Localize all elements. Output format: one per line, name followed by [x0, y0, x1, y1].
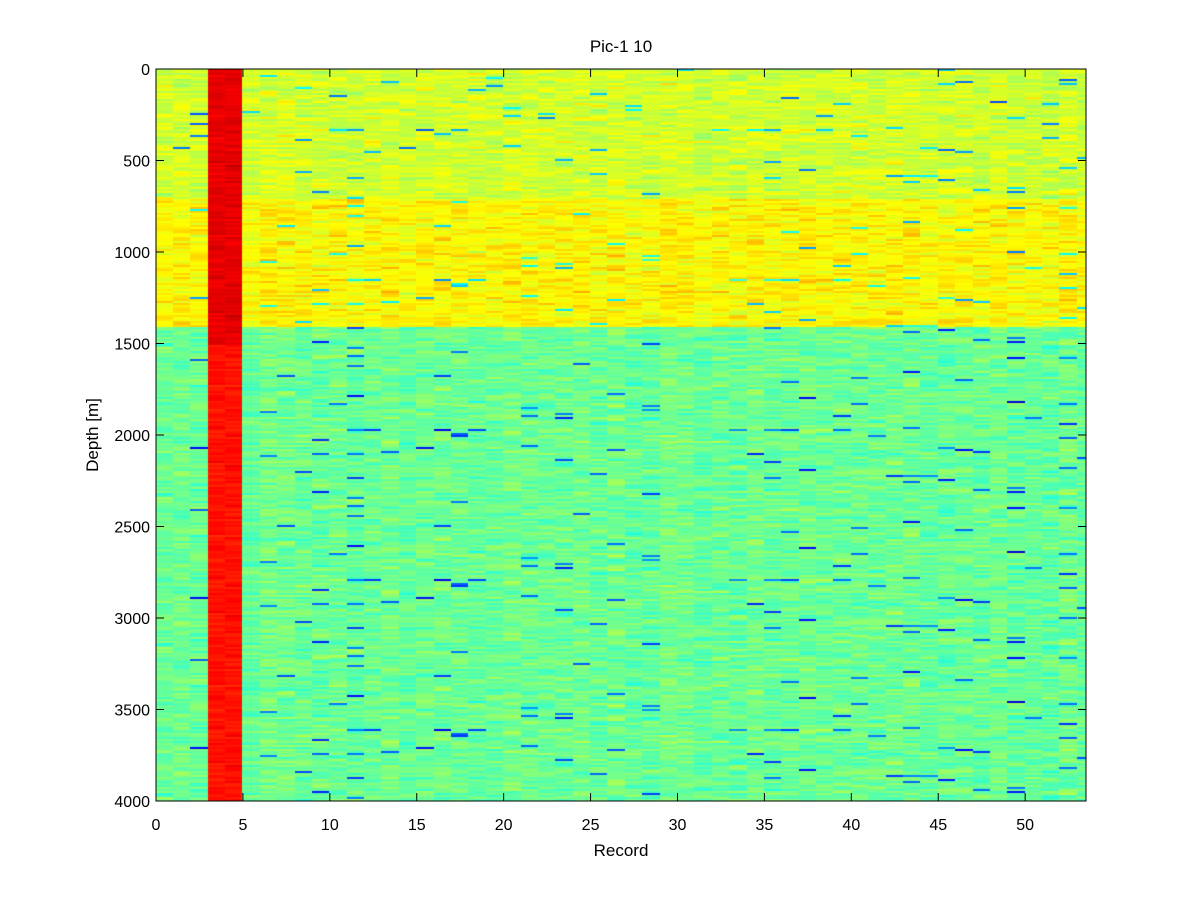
x-axis-label: Record	[594, 841, 649, 860]
heatmap-raster	[156, 69, 1086, 801]
x-tick-label: 25	[582, 817, 600, 834]
x-tick-label: 50	[1016, 817, 1034, 834]
x-tick-label: 5	[238, 817, 247, 834]
chart-title: Pic-1 10	[590, 37, 652, 56]
y-axis-label: Depth [m]	[83, 398, 102, 472]
y-tick-label: 2500	[114, 520, 150, 537]
x-tick-label: 15	[408, 817, 426, 834]
y-tick-label: 1000	[114, 245, 150, 262]
axis-tick-labels: 0 5 10 15 20 25 30 35 40 45 5005001000150020002500…	[114, 62, 1034, 834]
plot-frame	[155, 68, 1087, 802]
x-tick-label: 10	[321, 817, 339, 834]
y-tick-label: 0	[141, 62, 150, 79]
x-tick-label: 35	[756, 817, 774, 834]
x-tick-label: 40	[842, 817, 860, 834]
axis-ticks	[155, 68, 1086, 802]
y-tick-label: 4000	[114, 794, 150, 811]
x-tick-label: 0	[152, 817, 161, 834]
y-tick-label: 3500	[114, 703, 150, 720]
y-tick-label: 2000	[114, 428, 150, 445]
y-tick-label: 500	[123, 154, 150, 171]
y-tick-label: 1500	[114, 337, 150, 354]
y-tick-label: 3000	[114, 611, 150, 628]
x-tick-label: 30	[669, 817, 687, 834]
x-tick-label: 45	[929, 817, 947, 834]
x-tick-label: 20	[495, 817, 513, 834]
plot-area	[156, 69, 1086, 801]
